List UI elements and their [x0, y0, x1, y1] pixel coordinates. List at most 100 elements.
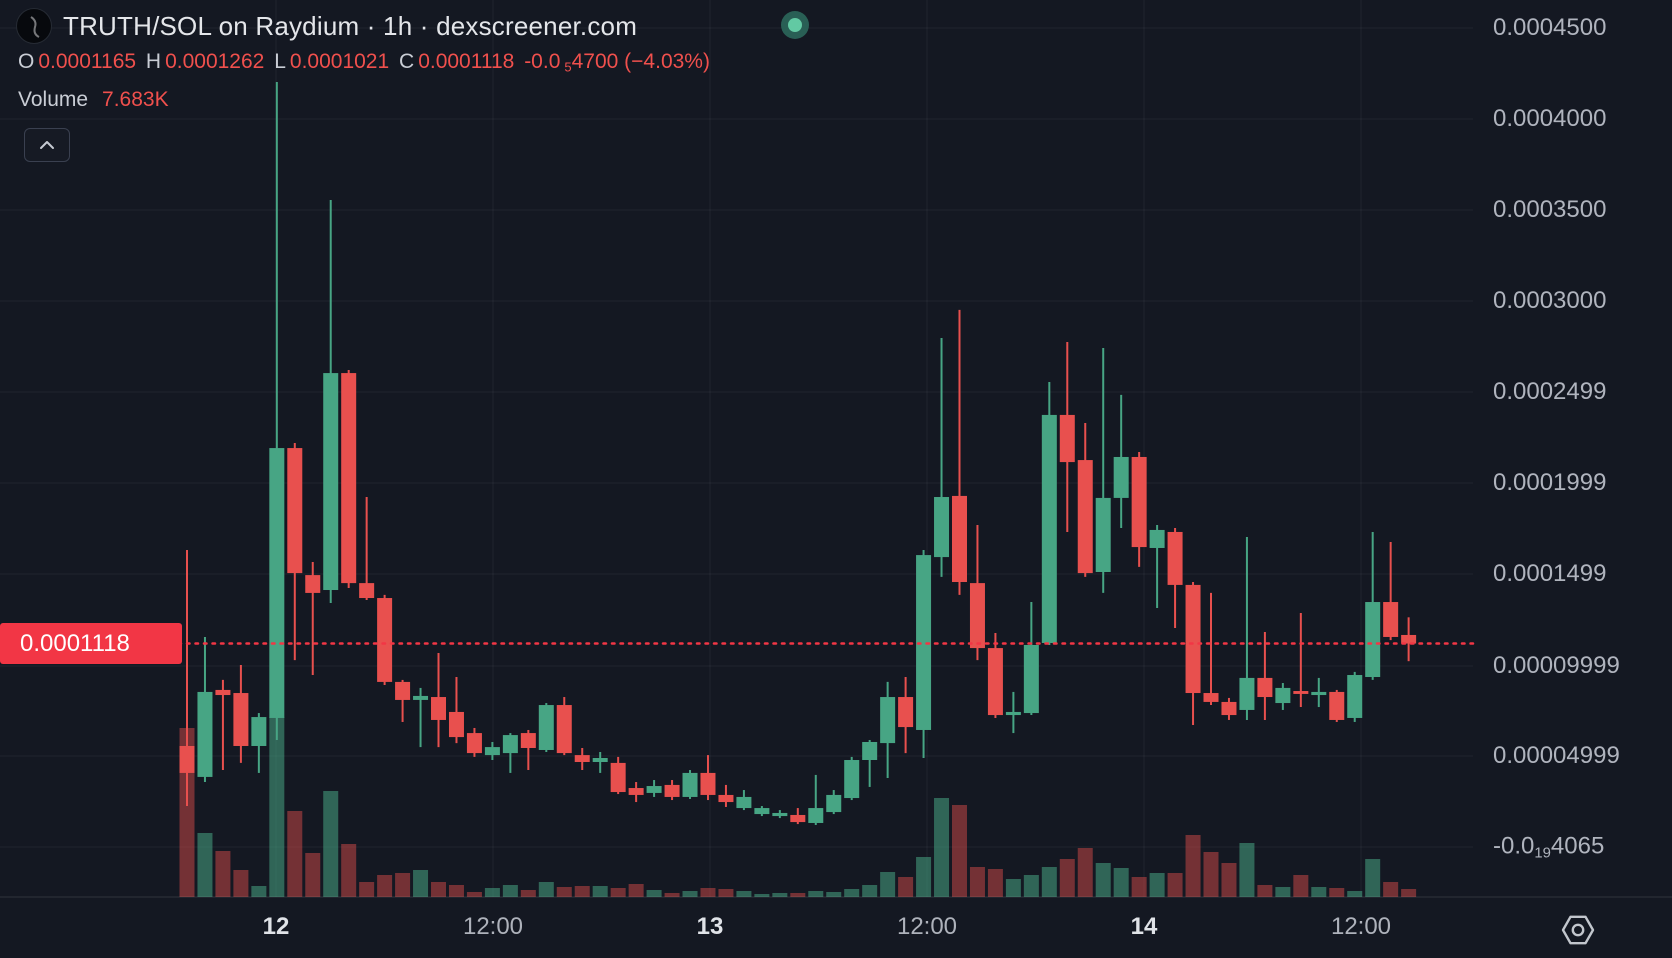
volume-bar	[951, 805, 967, 897]
volume-bars	[179, 717, 1417, 897]
price-axis-label: 0.0002499	[1493, 378, 1607, 405]
candle-body	[934, 497, 950, 558]
time-axis[interactable]: 12 12:00 13 12:00 14 12:00	[0, 897, 1672, 958]
candle-body	[233, 693, 249, 746]
volume-bar	[1095, 863, 1111, 897]
candle-body	[700, 772, 716, 795]
volume-bar	[484, 888, 500, 897]
candle-body	[197, 691, 213, 777]
candle-body	[1059, 414, 1075, 463]
candle-body	[1239, 677, 1255, 710]
volume-bar	[233, 870, 249, 897]
volume-bar	[395, 873, 411, 897]
volume-bar	[251, 886, 267, 897]
candle-body	[431, 697, 447, 720]
candle-body	[1311, 691, 1327, 696]
candle-body	[1131, 456, 1147, 548]
candle-body	[484, 747, 500, 756]
volume-bar	[646, 890, 662, 897]
candle-body	[466, 733, 482, 754]
candle-body	[1365, 602, 1381, 678]
volume-bar	[1365, 859, 1381, 897]
candle-body	[826, 794, 842, 813]
candle-body	[646, 786, 662, 793]
volume-bar	[197, 833, 213, 897]
volume-bar	[466, 892, 482, 897]
candle-body	[772, 812, 788, 817]
price-axis-label: 0.0001999	[1493, 469, 1607, 496]
volume-bar	[502, 885, 518, 897]
candle-body	[377, 598, 393, 682]
candle-body	[898, 697, 914, 728]
volume-bar	[538, 882, 554, 897]
collapse-legend-button[interactable]	[24, 128, 70, 162]
candle-body	[1167, 531, 1183, 585]
volume-bar	[628, 884, 644, 897]
candle-body	[538, 705, 554, 750]
price-axis-label: -0.0194065	[1493, 832, 1605, 862]
volume-bar	[987, 869, 1003, 897]
volume-bar	[1221, 863, 1237, 897]
candle-body	[1149, 529, 1165, 548]
volume-bar	[682, 891, 698, 897]
volume-bar	[520, 890, 536, 897]
candle-body	[1077, 460, 1093, 574]
candle-body	[359, 583, 375, 599]
candle-body	[862, 741, 878, 761]
volume-bar	[1257, 885, 1273, 897]
price-axis[interactable]: 0.0004500 0.0004000 0.0003500 0.0003000 0.00…	[1474, 0, 1672, 897]
candle-body	[987, 648, 1003, 716]
price-axis-label: 0.00009999	[1493, 652, 1620, 679]
candle-body	[808, 808, 824, 823]
volume-bar	[1275, 887, 1291, 897]
candles	[179, 82, 1417, 825]
settings-button[interactable]	[1560, 912, 1596, 953]
candle-body	[215, 689, 231, 696]
candle-body	[1005, 711, 1021, 716]
close-label: C	[399, 50, 415, 73]
candle-body	[718, 794, 734, 803]
time-axis-label: 14	[1130, 913, 1158, 940]
volume-bar	[341, 844, 357, 897]
volume-bar	[700, 888, 716, 897]
candle-body	[1275, 687, 1291, 704]
volume-bar	[916, 857, 932, 897]
volume-legend: Volume 7.683K	[18, 88, 169, 112]
volume-bar	[1203, 852, 1219, 897]
low-label: L	[274, 50, 286, 73]
candle-body	[1383, 602, 1399, 637]
volume-bar	[1167, 873, 1183, 897]
volume-bar	[215, 851, 231, 897]
candle-body	[754, 808, 770, 815]
candle-body	[790, 814, 806, 823]
close-value: 0.0001118	[418, 50, 515, 73]
candle-body	[1293, 691, 1309, 694]
chevron-up-icon	[40, 141, 54, 149]
candle-body	[179, 745, 195, 773]
high-label: H	[145, 50, 162, 73]
volume-bar	[269, 717, 285, 897]
candle-body	[305, 575, 321, 593]
time-axis-label: 12:00	[896, 913, 958, 940]
candle-body	[1329, 691, 1345, 720]
volume-bar	[1005, 879, 1021, 897]
volume-bar	[790, 893, 806, 897]
time-axis-label: 12	[262, 913, 290, 940]
volume-bar	[1113, 868, 1129, 897]
volume-bar	[862, 885, 878, 897]
volume-bar	[1059, 859, 1075, 897]
volume-bar	[556, 887, 572, 897]
volume-bar	[1041, 867, 1057, 897]
candle-body	[287, 448, 303, 574]
volume-bar	[1131, 877, 1147, 897]
volume-bar	[754, 894, 770, 897]
candle-body	[502, 735, 518, 754]
candle-body	[610, 762, 626, 793]
candle-body	[574, 755, 590, 763]
volume-bar	[808, 891, 824, 897]
candle-body	[395, 681, 411, 700]
candle-body	[628, 788, 644, 795]
candle-body	[664, 784, 680, 797]
